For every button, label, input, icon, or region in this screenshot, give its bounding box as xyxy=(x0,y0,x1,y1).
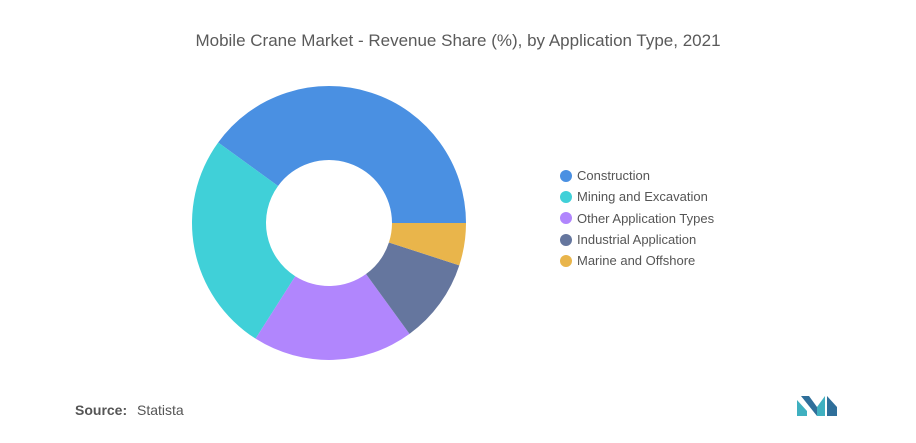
legend-swatch xyxy=(560,169,572,182)
legend-label: Mining and Excavation xyxy=(577,189,708,205)
legend-item: Marine and Offshore xyxy=(560,250,714,271)
legend-label: Marine and Offshore xyxy=(577,253,696,269)
source-label: Source: xyxy=(75,402,128,418)
legend-swatch xyxy=(560,190,572,203)
legend-item: Other Application Types xyxy=(560,208,714,229)
donut-slice-marine-and-offshore xyxy=(388,223,466,266)
source-note: Source: Statista xyxy=(75,402,184,418)
legend-swatch xyxy=(560,254,572,267)
legend-swatch xyxy=(560,212,572,225)
chart-title: Mobile Crane Market - Revenue Share (%),… xyxy=(195,31,721,50)
legend-swatch xyxy=(560,233,572,246)
source-value: Statista xyxy=(137,402,184,418)
donut-slice-construction xyxy=(218,85,466,223)
legend-label: Construction xyxy=(577,168,650,184)
chart-legend: Construction Mining and Excavation Other A… xyxy=(560,165,714,271)
legend-label: Industrial Application xyxy=(577,232,697,248)
mordor-intelligence-logo-icon xyxy=(797,396,837,416)
legend-item: Construction xyxy=(560,165,714,186)
legend-item: Mining and Excavation xyxy=(560,186,714,207)
donut-slice-other-application-types xyxy=(255,273,410,360)
legend-item: Industrial Application xyxy=(560,229,714,250)
donut-slice-mining-and-excavation xyxy=(191,142,296,339)
donut-slice-industrial-application xyxy=(366,242,460,334)
legend-label: Other Application Types xyxy=(577,210,715,226)
